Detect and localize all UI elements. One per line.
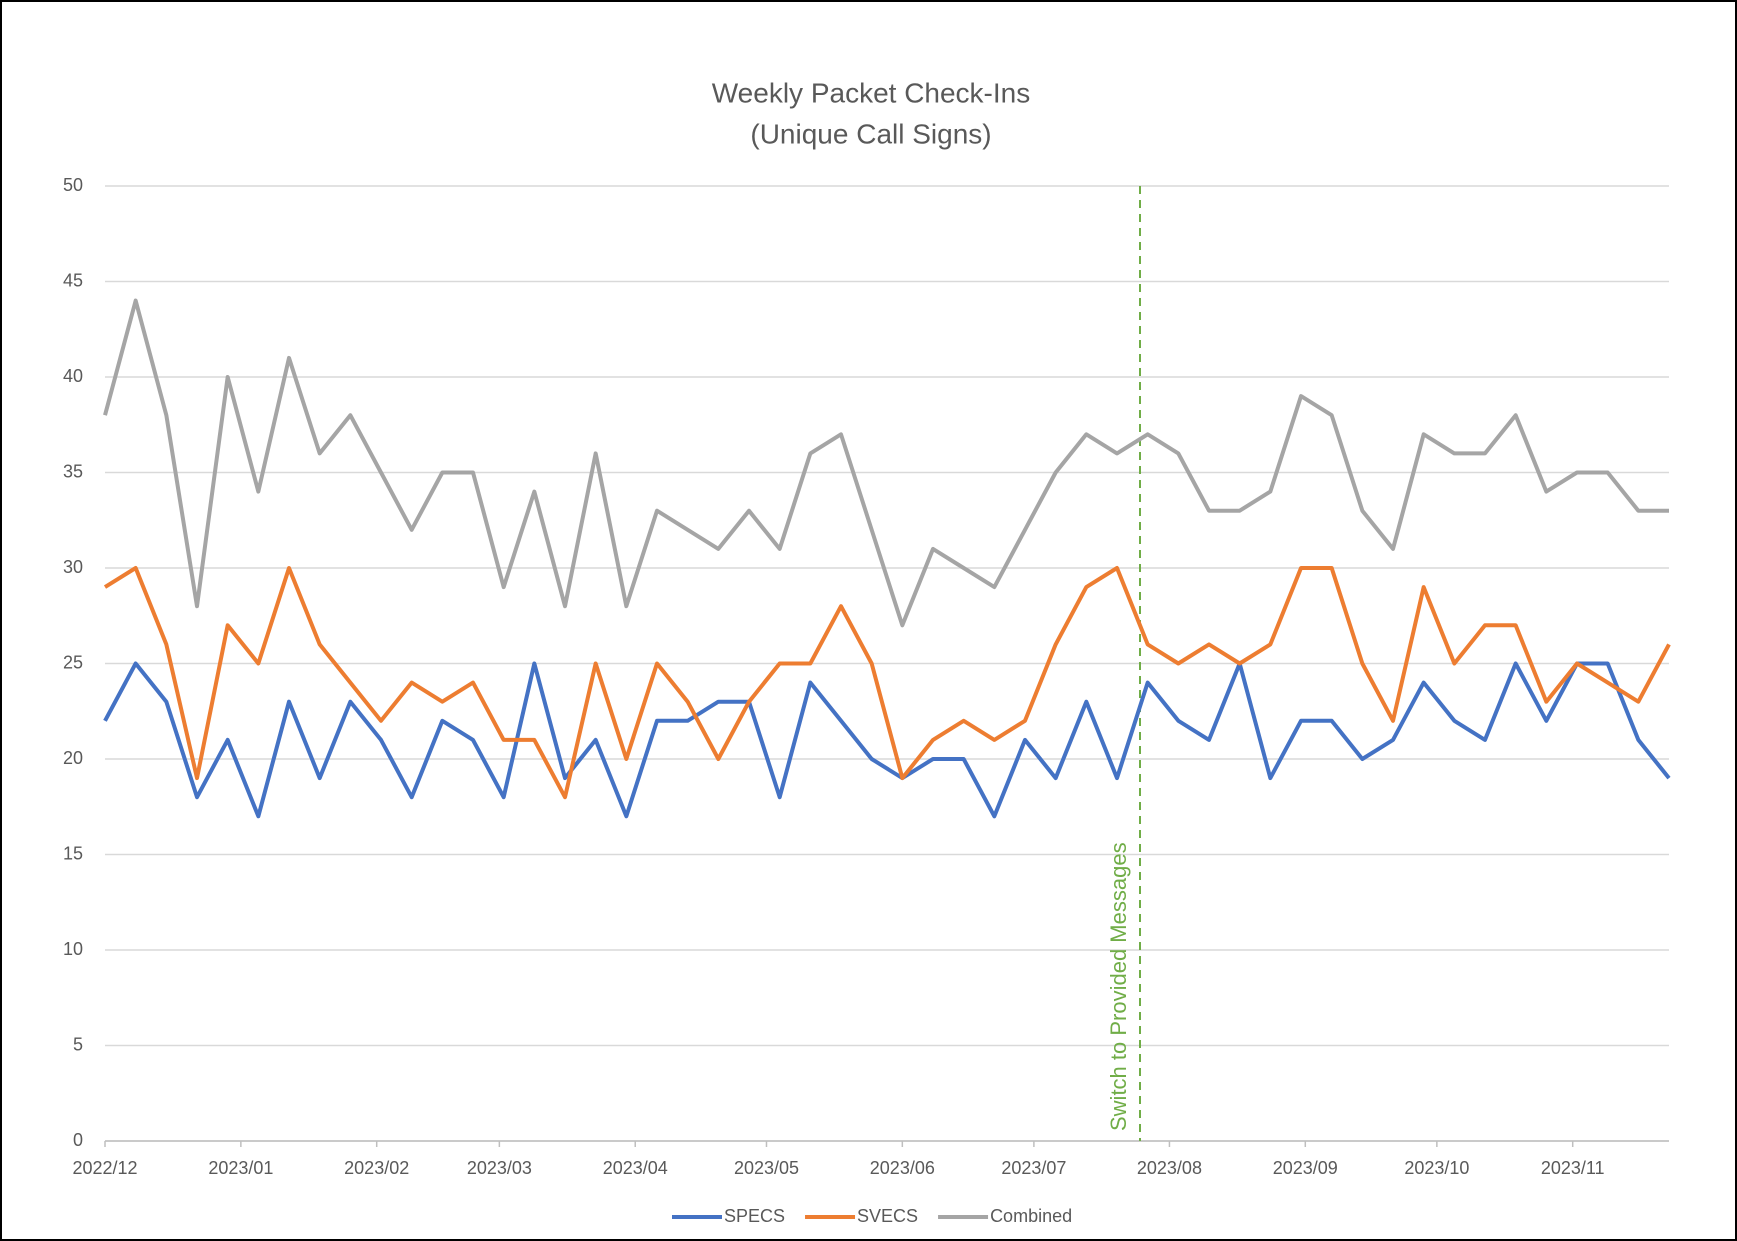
y-tick-label: 40: [63, 366, 83, 386]
y-tick-label: 50: [63, 175, 83, 195]
y-tick-label: 45: [63, 270, 83, 290]
legend-label: Combined: [990, 1206, 1072, 1226]
y-tick-label: 30: [63, 557, 83, 577]
legend-label: SVECS: [857, 1206, 918, 1226]
y-tick-label: 20: [63, 748, 83, 768]
x-tick-label: 2023/06: [870, 1158, 935, 1178]
chart-title: Weekly Packet Check-Ins: [712, 77, 1031, 108]
annotation-text: Switch to Provided Messages: [1106, 842, 1131, 1131]
y-tick-label: 10: [63, 939, 83, 959]
x-tick-label: 2022/12: [72, 1158, 137, 1178]
x-tick-label: 2023/11: [1541, 1158, 1605, 1178]
y-tick-label: 0: [73, 1130, 83, 1150]
x-tick-label: 2023/09: [1273, 1158, 1338, 1178]
legend-label: SPECS: [724, 1206, 785, 1226]
series-line: [103, 298, 1669, 628]
x-tick-label: 2023/05: [734, 1158, 799, 1178]
x-tick-label: 2023/07: [1001, 1158, 1066, 1178]
x-tick-label: 2023/01: [208, 1158, 273, 1178]
x-tick-label: 2023/04: [603, 1158, 668, 1178]
series-line: [103, 566, 1671, 800]
chart-subtitle: (Unique Call Signs): [750, 118, 991, 149]
y-tick-label: 25: [63, 652, 83, 672]
y-tick-label: 35: [63, 461, 83, 481]
x-tick-label: 2023/08: [1137, 1158, 1202, 1178]
y-tick-label: 15: [63, 843, 83, 863]
y-tick-label: 5: [73, 1034, 83, 1054]
x-tick-label: 2023/02: [344, 1158, 409, 1178]
series-line: [103, 661, 1671, 819]
x-tick-label: 2023/10: [1404, 1158, 1469, 1178]
x-tick-label: 2023/03: [467, 1158, 532, 1178]
